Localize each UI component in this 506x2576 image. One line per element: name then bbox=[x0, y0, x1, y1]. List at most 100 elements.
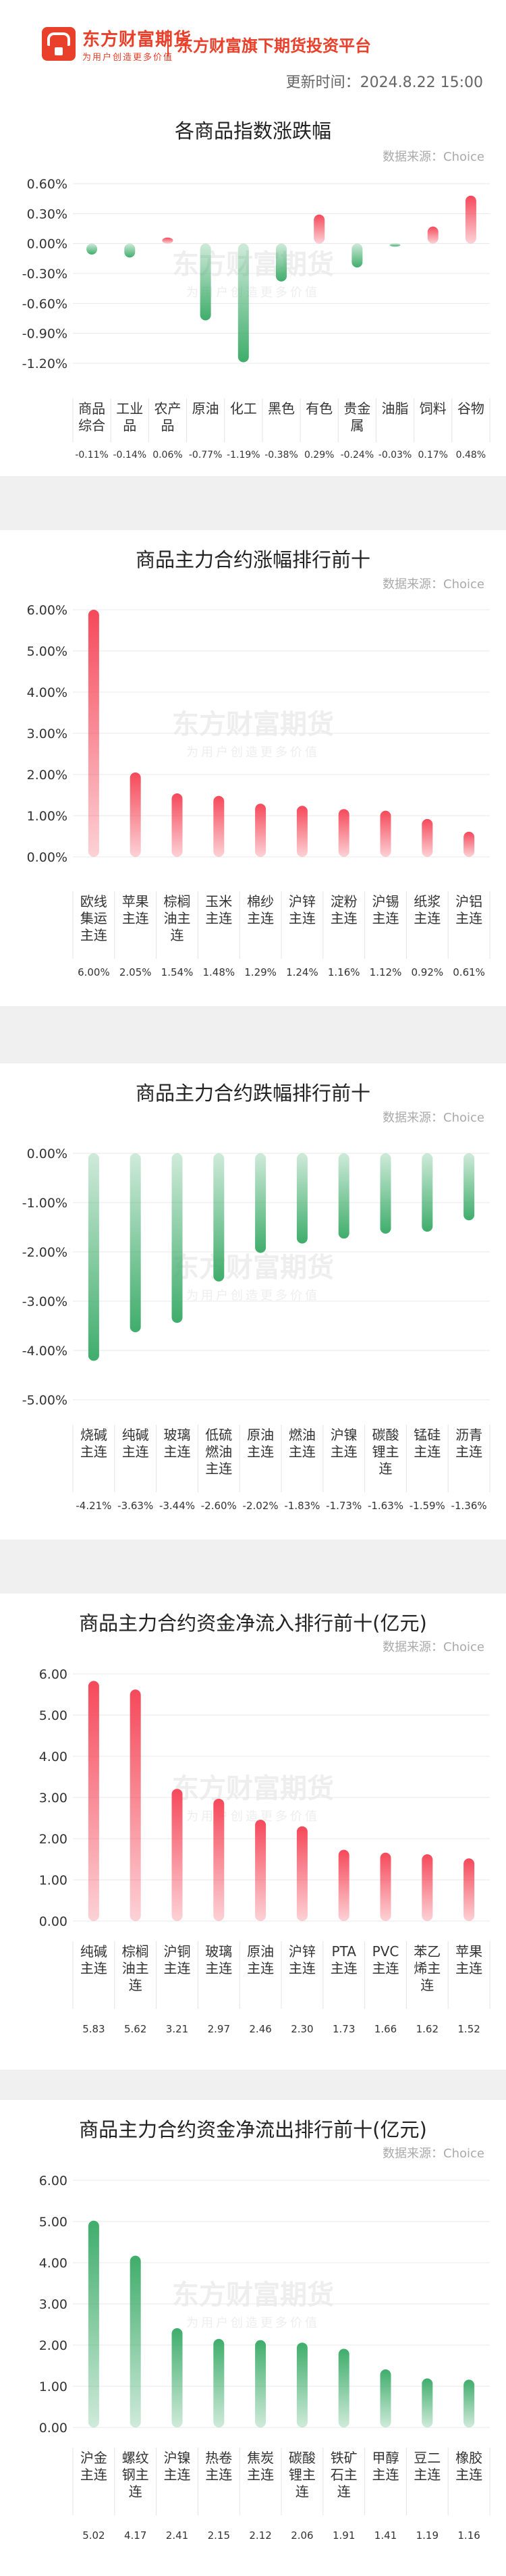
y-tick-label: -2.00% bbox=[22, 1245, 67, 1260]
bar bbox=[465, 195, 476, 244]
x-tick-label: 碳酸锂主连 bbox=[372, 1427, 399, 1477]
chart-net-inflow: 商品主力合约资金净流入排行前十(亿元) 数据来源：Choice 东方财富期货 为用户创… bbox=[0, 1594, 506, 2070]
y-tick-label: 6.00% bbox=[27, 603, 67, 618]
x-tick-label: 纸浆主连 bbox=[414, 893, 441, 926]
data-label: -0.24% bbox=[341, 450, 374, 461]
bar bbox=[171, 2328, 183, 2427]
chart-title: 商品主力合约资金净流入排行前十(亿元) bbox=[79, 1612, 427, 1635]
x-tick-label: 化工 bbox=[230, 400, 257, 417]
x-tick-label: 商品综合 bbox=[78, 400, 105, 433]
data-label: -3.63% bbox=[117, 1500, 153, 1512]
y-tick-label: 5.00 bbox=[39, 2215, 67, 2230]
data-label: 1.66 bbox=[374, 2023, 397, 2035]
x-tick-label: PVC 主连 bbox=[372, 1943, 399, 1976]
y-tick-label: 0.00% bbox=[27, 850, 67, 865]
x-tick-label: 橡胶主连 bbox=[455, 2450, 482, 2483]
x-tick-label: 棕榈油主连 bbox=[122, 1943, 149, 1993]
x-tick-label: 纯碱主连 bbox=[122, 1427, 149, 1460]
x-tick-label: 原油主连 bbox=[247, 1427, 274, 1460]
chart-title: 商品主力合约涨幅排行前十 bbox=[136, 548, 370, 571]
bar bbox=[296, 1153, 308, 1244]
bar bbox=[389, 243, 401, 247]
bar bbox=[276, 243, 287, 282]
x-tick-label: 农产品 bbox=[154, 400, 181, 433]
data-label: 2.41 bbox=[166, 2529, 188, 2542]
logo-divider bbox=[167, 30, 169, 57]
x-tick-label: 玻璃主连 bbox=[205, 1943, 232, 1976]
data-label: 1.12% bbox=[370, 966, 402, 978]
data-label: 0.29% bbox=[304, 450, 334, 461]
data-label: -3.44% bbox=[159, 1500, 195, 1512]
data-label: 0.06% bbox=[152, 450, 182, 461]
bar bbox=[171, 1153, 183, 1323]
bar bbox=[296, 1826, 308, 1921]
y-tick-label: 3.00 bbox=[39, 1791, 67, 1806]
data-label: -0.77% bbox=[189, 450, 223, 461]
data-label: 1.54% bbox=[161, 966, 194, 978]
x-tick-label: 饲料 bbox=[420, 400, 447, 417]
data-label: -1.63% bbox=[368, 1500, 403, 1512]
y-tick-label: 1.00% bbox=[27, 809, 67, 824]
y-tick-label: 0.00 bbox=[39, 2421, 67, 2436]
x-tick-label: 沪金主连 bbox=[80, 2450, 107, 2483]
chart-top-losers: 商品主力合约跌幅排行前十 数据来源：Choice 东方财富期货 为用户创造更多价值 0.… bbox=[0, 1063, 506, 1540]
bar bbox=[213, 1153, 225, 1282]
y-tick-label: 0.00% bbox=[27, 237, 67, 252]
bar bbox=[338, 809, 349, 857]
y-tick-label: 6.00 bbox=[39, 2174, 67, 2188]
y-tick-label: 0.60% bbox=[27, 177, 67, 192]
data-label: 0.61% bbox=[453, 966, 485, 978]
x-tick-label: 苹果主连 bbox=[455, 1943, 482, 1976]
bar bbox=[255, 804, 266, 857]
bar bbox=[422, 2378, 433, 2427]
y-tick-label: -1.00% bbox=[22, 1196, 67, 1211]
chart-source: 数据来源：Choice bbox=[383, 1111, 484, 1125]
chart-title: 商品主力合约资金净流出排行前十(亿元) bbox=[79, 2118, 427, 2141]
y-tick-label: -0.60% bbox=[22, 296, 67, 311]
page-header: 东方财富期货 为用户创造更多价值 东方财富旗下期货投资平台 更新时间：2024.… bbox=[0, 0, 506, 101]
bar bbox=[130, 1153, 141, 1332]
data-label: 1.73 bbox=[333, 2023, 355, 2035]
bar bbox=[255, 1819, 266, 1921]
bar bbox=[162, 237, 173, 244]
x-tick-label: 碳酸锂主连 bbox=[289, 2450, 316, 2500]
y-tick-label: 3.00 bbox=[39, 2297, 67, 2312]
y-tick-label: 0.00% bbox=[27, 1147, 67, 1161]
data-label: 1.52 bbox=[457, 2023, 480, 2035]
chart-net-outflow: 商品主力合约资金净流出排行前十(亿元) 数据来源：Choice 东方财富期货 为用户创… bbox=[0, 2100, 506, 2576]
bar bbox=[463, 1153, 475, 1221]
platform-text: 东方财富旗下期货投资平台 bbox=[177, 36, 371, 55]
chart-source: 数据来源：Choice bbox=[383, 1640, 484, 1654]
data-label: 1.62 bbox=[416, 2023, 439, 2035]
x-tick-label: 棉纱主连 bbox=[247, 893, 274, 926]
data-label: -0.14% bbox=[113, 450, 147, 461]
bar bbox=[213, 2338, 225, 2427]
y-tick-label: 5.00% bbox=[27, 644, 67, 659]
bar bbox=[124, 243, 136, 258]
bar bbox=[380, 810, 391, 857]
data-label: 0.48% bbox=[456, 450, 486, 461]
logo-icon bbox=[42, 27, 76, 61]
bar bbox=[463, 831, 475, 857]
x-tick-label: 原油主连 bbox=[247, 1943, 274, 1976]
x-tick-label: 沪锡主连 bbox=[372, 893, 399, 926]
x-tick-label: 淀粉主连 bbox=[331, 893, 358, 926]
bar bbox=[338, 2348, 349, 2427]
chart-title: 商品主力合约跌幅排行前十 bbox=[136, 1082, 370, 1105]
bar bbox=[237, 243, 249, 363]
x-tick-label: 有色 bbox=[306, 400, 333, 417]
bar bbox=[86, 243, 98, 255]
svg-text:东方财富期货: 东方财富期货 bbox=[172, 249, 334, 280]
bar bbox=[200, 243, 211, 321]
x-tick-label: 工业品 bbox=[116, 400, 143, 433]
y-tick-label: 2.00 bbox=[39, 1832, 67, 1847]
data-label: 5.83 bbox=[82, 2023, 105, 2035]
x-tick-label: 苯乙烯主连 bbox=[414, 1943, 441, 1993]
y-tick-label: -4.00% bbox=[22, 1344, 67, 1359]
svg-text:为用户创造更多价值: 为用户创造更多价值 bbox=[186, 286, 320, 300]
